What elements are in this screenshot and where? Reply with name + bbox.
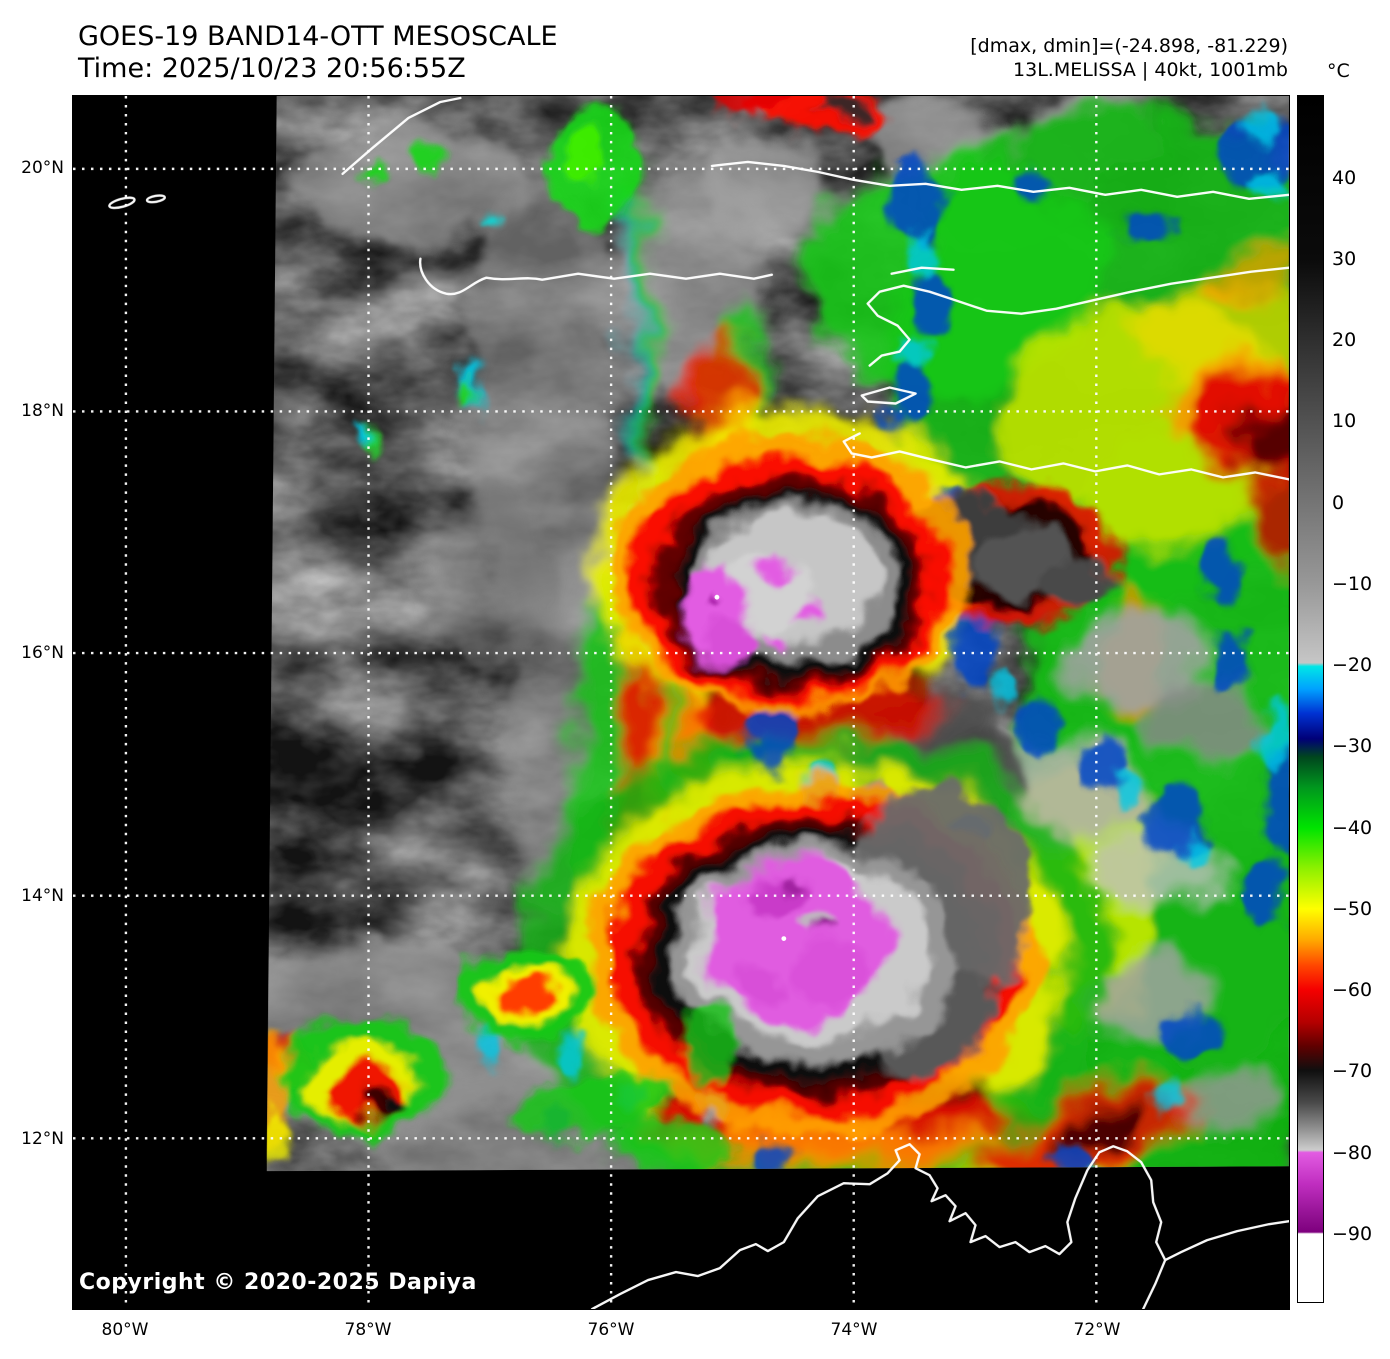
cb-tick-m80: −80 bbox=[1332, 1142, 1373, 1164]
figure-time: Time: 2025/10/23 20:56:55Z bbox=[78, 53, 466, 84]
cb-tick-30: 30 bbox=[1332, 248, 1357, 270]
cb-tick-m30: −30 bbox=[1332, 735, 1373, 757]
lat-tick-14n: 14°N bbox=[21, 886, 64, 906]
lat-tick-18n: 18°N bbox=[21, 401, 64, 421]
cb-tick-m90: −90 bbox=[1332, 1223, 1373, 1245]
colorbar bbox=[1297, 95, 1324, 1303]
lat-tick-12n: 12°N bbox=[21, 1129, 64, 1149]
figure-title: GOES-19 BAND14-OTT MESOSCALE bbox=[78, 21, 558, 52]
lon-tick-80w: 80°W bbox=[101, 1320, 149, 1340]
satellite-map-frame: Copyright © 2020-2025 Dapiya bbox=[72, 95, 1290, 1310]
colorbar-gradient bbox=[1298, 96, 1323, 1302]
storm-info: 13L.MELISSA | 40kt, 1001mb bbox=[1013, 59, 1288, 81]
cb-tick-m20: −20 bbox=[1332, 654, 1373, 676]
cb-tick-m40: −40 bbox=[1332, 817, 1373, 839]
dmax-dmin-readout: [dmax, dmin]=(-24.898, -81.229) bbox=[970, 35, 1288, 57]
cb-tick-m10: −10 bbox=[1332, 573, 1373, 595]
coastlines bbox=[108, 96, 1289, 1309]
colorbar-unit-label: °C bbox=[1327, 60, 1350, 82]
cb-tick-m50: −50 bbox=[1332, 898, 1373, 920]
cb-tick-0: 0 bbox=[1332, 492, 1345, 514]
cb-tick-10: 10 bbox=[1332, 410, 1357, 432]
north-core-marker bbox=[714, 594, 720, 600]
lon-tick-78w: 78°W bbox=[344, 1320, 392, 1340]
lon-tick-74w: 74°W bbox=[830, 1320, 878, 1340]
satellite-image bbox=[73, 96, 1289, 1309]
lat-tick-16n: 16°N bbox=[21, 643, 64, 663]
copyright-watermark: Copyright © 2020-2025 Dapiya bbox=[79, 1270, 477, 1295]
cb-tick-m70: −70 bbox=[1332, 1060, 1373, 1082]
annotation-block: [dmax, dmin]=(-24.898, -81.229) 13L.MELI… bbox=[970, 34, 1288, 82]
south-core-marker bbox=[781, 936, 787, 942]
cb-tick-20: 20 bbox=[1332, 329, 1357, 351]
lon-tick-76w: 76°W bbox=[587, 1320, 635, 1340]
cb-tick-m60: −60 bbox=[1332, 979, 1373, 1001]
cb-tick-40: 40 bbox=[1332, 167, 1357, 189]
lon-tick-72w: 72°W bbox=[1073, 1320, 1121, 1340]
lat-tick-20n: 20°N bbox=[21, 158, 64, 178]
